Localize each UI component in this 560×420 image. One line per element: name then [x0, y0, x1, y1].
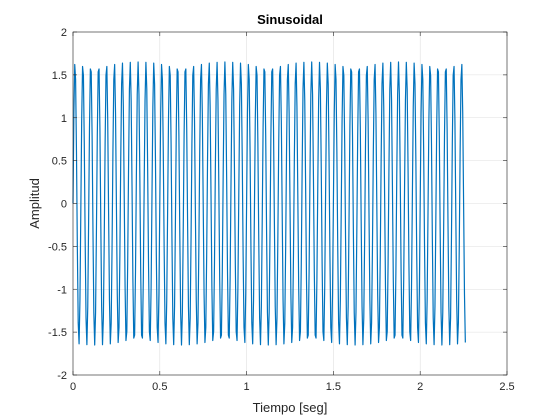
- x-tick-label: 1.5: [326, 381, 341, 393]
- y-tick-label: 2: [61, 27, 67, 39]
- x-axis-label: Tiempo [seg]: [253, 400, 328, 415]
- tick-labels: 0 0.5 1 1.5 2 2.5 -2 -1.5 -1 -0.5 0 0.5 1 1.5 2: [48, 27, 515, 393]
- y-tick-label: -0.5: [48, 241, 67, 253]
- y-tick-label: -1.5: [48, 327, 67, 339]
- y-tick-label: 0.5: [52, 156, 67, 168]
- series-line: [72, 61, 466, 346]
- y-tick-label: -1: [57, 284, 67, 296]
- y-tick-label: 1: [61, 113, 67, 125]
- y-axis-label: Amplitud: [27, 178, 42, 229]
- axis-ticks: [72, 31, 508, 376]
- series-layer: [72, 61, 466, 346]
- chart-title: Sinusoidal: [257, 12, 323, 27]
- x-tick-label: 1: [244, 381, 250, 393]
- x-tick-label: 2: [417, 381, 423, 393]
- x-tick-label: 2.5: [499, 381, 514, 393]
- y-tick-label: 1.5: [52, 70, 67, 82]
- x-tick-label: 0: [70, 381, 76, 393]
- x-tick-label: 0.5: [152, 381, 167, 393]
- y-tick-label: -2: [57, 370, 67, 382]
- y-tick-label: 0: [61, 199, 67, 211]
